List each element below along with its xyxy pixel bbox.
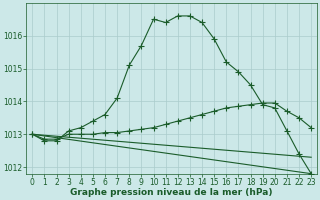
X-axis label: Graphe pression niveau de la mer (hPa): Graphe pression niveau de la mer (hPa) [70, 188, 273, 197]
